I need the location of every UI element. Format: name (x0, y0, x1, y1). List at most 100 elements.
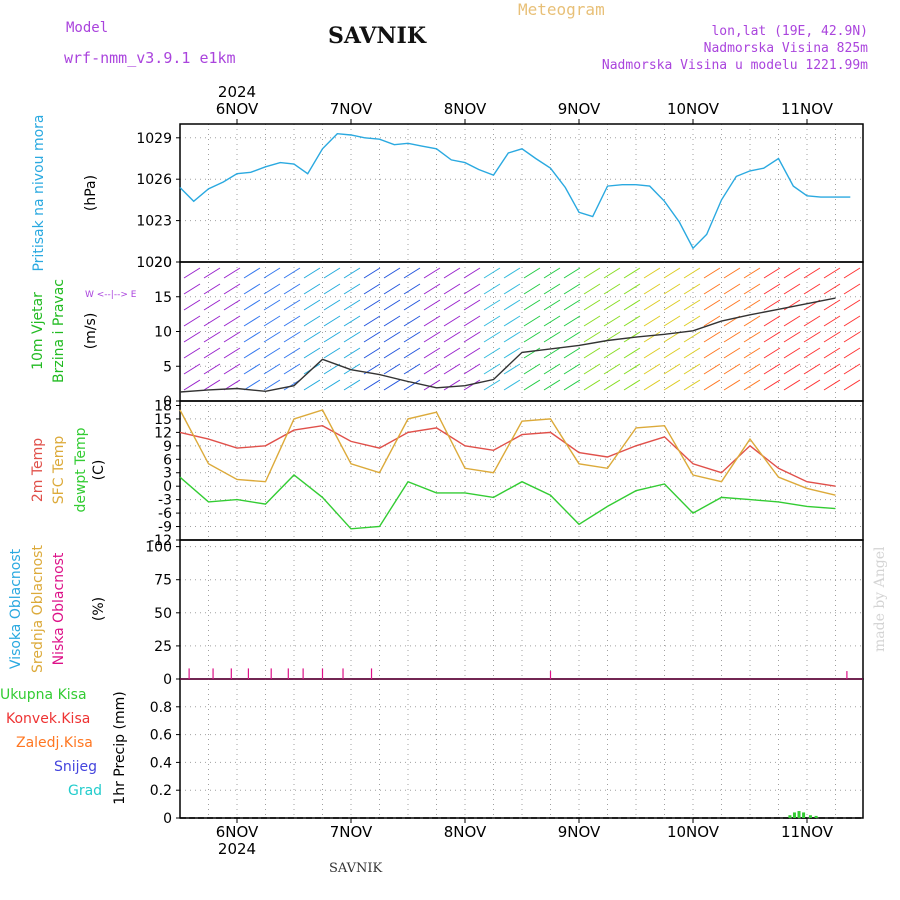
wind-barb (223, 315, 241, 327)
y-tick-label: 0 (163, 672, 172, 688)
wind-barb (483, 347, 501, 359)
wind-barb (243, 283, 261, 295)
wind-barb (223, 347, 241, 359)
wind-barb (543, 331, 561, 343)
wind-barb (583, 347, 601, 359)
wind-barb (423, 363, 441, 375)
x-day-label-top: 6NOV (216, 100, 259, 118)
wind-barb (723, 299, 741, 311)
wind-barb (223, 331, 241, 343)
wind-barb (823, 347, 841, 359)
wind-barb (463, 363, 481, 375)
wind-barb (523, 267, 541, 279)
y-tick-label: 20 (154, 255, 172, 271)
wind-barb (403, 363, 421, 375)
wind-barb (723, 267, 741, 279)
wind-barb (343, 299, 361, 311)
wind-barb (743, 331, 761, 343)
wind-barb (323, 283, 341, 295)
wind-barb (463, 331, 481, 343)
wind-barb (223, 283, 241, 295)
wind-barb (643, 315, 661, 327)
wind-barb (663, 299, 681, 311)
wind-barb (663, 379, 681, 391)
wind-barb (323, 299, 341, 311)
wind-barb (203, 267, 221, 279)
y-tick-label: 0.8 (150, 700, 172, 716)
wind-barb (303, 283, 321, 295)
y-tick-label: 0 (163, 394, 172, 410)
wind-barb (403, 331, 421, 343)
wind-barb (503, 379, 521, 391)
wind-barb (263, 267, 281, 279)
wind-barb (843, 379, 861, 391)
wind-barb (763, 331, 781, 343)
wind-barb (683, 363, 701, 375)
wind-barb (823, 379, 841, 391)
y-tick-label: 6 (163, 452, 172, 468)
wind-barb (603, 315, 621, 327)
wind-barb (643, 379, 661, 391)
wind-barb (443, 347, 461, 359)
wind-barb (523, 379, 541, 391)
wind-barb (443, 363, 461, 375)
wind-barb (243, 363, 261, 375)
pressure-unit-label: (hPa) (83, 175, 99, 211)
wind-barb (783, 347, 801, 359)
wind-barb (423, 283, 441, 295)
wind-barb (483, 315, 501, 327)
model-label: Model (66, 20, 109, 36)
wind-barb (463, 347, 481, 359)
wind-barb (303, 315, 321, 327)
wind-barb (743, 315, 761, 327)
wind-barb (183, 379, 201, 391)
wind-barb (783, 315, 801, 327)
wind-barb (703, 283, 721, 295)
x-day-label-bottom: 8NOV (444, 823, 487, 841)
wind-barb (203, 363, 221, 375)
product-title: Meteogram (518, 0, 605, 19)
wind-barb (423, 315, 441, 327)
wind-barb (203, 283, 221, 295)
wind-barb (683, 347, 701, 359)
elevation-text: Nadmorska Visina 825m (703, 41, 868, 56)
wind-barb (403, 267, 421, 279)
wind-barb (523, 299, 541, 311)
wind-barb (743, 379, 761, 391)
wind-barb (403, 283, 421, 295)
wind-barb (443, 379, 461, 391)
wind-barb (823, 331, 841, 343)
wind-barb (603, 283, 621, 295)
wind-barb (303, 379, 321, 391)
wind-barb (523, 331, 541, 343)
y-tick-label: 9 (163, 439, 172, 455)
wind-barb (463, 379, 481, 391)
wind-speed-line (179, 297, 836, 393)
wind-barb (263, 331, 281, 343)
wind-barb (183, 331, 201, 343)
wind-barb (763, 363, 781, 375)
wind-barb (263, 379, 281, 391)
wind-barb (523, 363, 541, 375)
wind-barb (823, 299, 841, 311)
model-elevation-text: Nadmorska Visina u modelu 1221.99m (601, 58, 868, 73)
x-day-label-bottom: 10NOV (667, 823, 720, 841)
wind-barb (563, 347, 581, 359)
wind-barb (743, 283, 761, 295)
wind-barb (183, 363, 201, 375)
wind-barb (663, 267, 681, 279)
wind-barb (543, 347, 561, 359)
wind-barb (763, 299, 781, 311)
wind-barb (803, 267, 821, 279)
wind-barb (243, 331, 261, 343)
wind-barb (283, 347, 301, 359)
wind-barb (523, 283, 541, 295)
wind-barb (423, 299, 441, 311)
wind-barb (623, 299, 641, 311)
wind-barb (343, 283, 361, 295)
wind-unit-label: (m/s) (83, 313, 99, 350)
temp-2m-line (179, 424, 836, 487)
wind-barb (583, 331, 601, 343)
wind-barb (523, 347, 541, 359)
wind-barb (543, 379, 561, 391)
